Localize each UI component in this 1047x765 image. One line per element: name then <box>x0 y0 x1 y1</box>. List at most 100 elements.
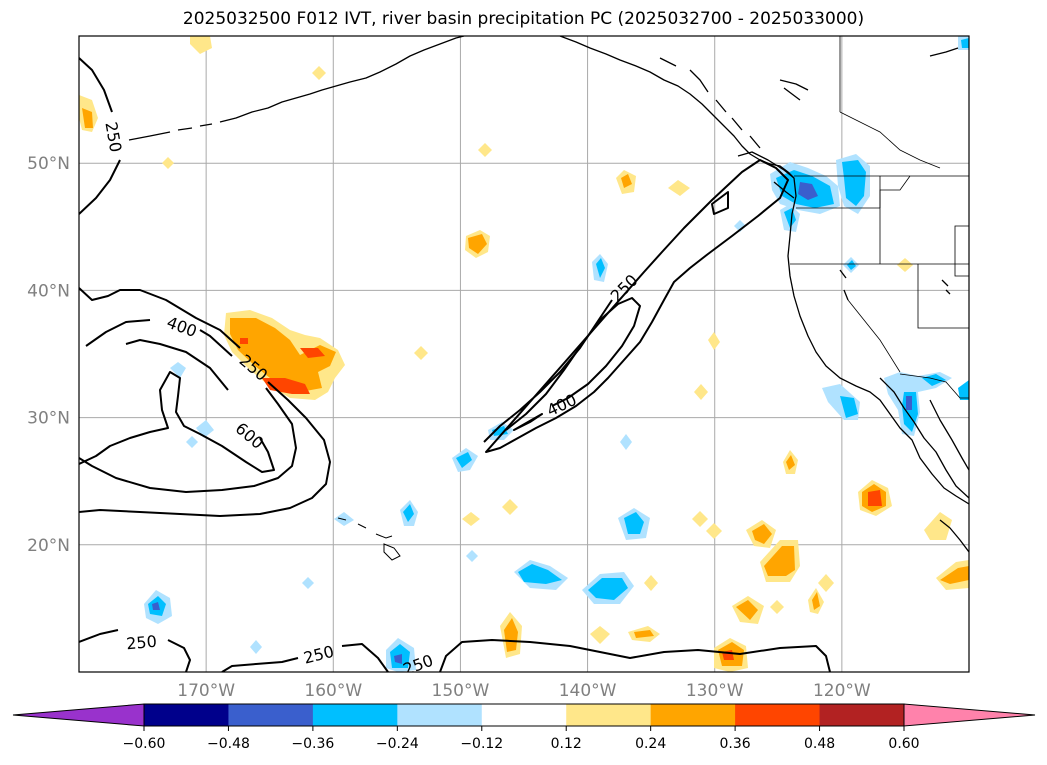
precip-blob <box>300 348 325 358</box>
precip-blob <box>596 258 605 278</box>
colorbar-tick-label: 0.12 <box>551 736 582 752</box>
precip-blob <box>312 66 326 80</box>
colorbar-tick-label: −0.36 <box>291 736 334 752</box>
latitude-labels: 20°N 30°N 40°N 50°N <box>27 154 70 556</box>
ivt-contour-400-west <box>79 319 297 493</box>
precip-blob <box>786 455 795 470</box>
precip-blob <box>706 523 722 539</box>
precip-blob <box>694 384 708 400</box>
lon-tick-label: 160°W <box>304 681 362 701</box>
ivt-contour-250-nw <box>79 57 121 215</box>
precip-blob <box>502 499 518 515</box>
precip-blob <box>784 208 796 228</box>
colorbar-swatch <box>312 704 398 726</box>
ivt-contour-400-ar <box>505 297 641 431</box>
precip-blob <box>462 512 480 526</box>
precip-blob <box>734 220 746 232</box>
precip-blob <box>812 592 820 610</box>
precip-blob <box>466 550 478 562</box>
precip-blob <box>590 626 610 644</box>
precip-blob <box>708 332 720 350</box>
precip-blob <box>518 564 562 584</box>
colorbar: −0.60 −0.48 −0.36 −0.24 −0.12 0.12 0.24 0.36 0.4… <box>12 703 1036 752</box>
precip-blob <box>456 452 472 468</box>
precip-blob <box>262 378 310 394</box>
colorbar-tick-label: −0.48 <box>207 736 250 752</box>
precip-blob <box>764 546 795 576</box>
ivt-contour-250-sw <box>79 629 191 672</box>
precip-blob <box>394 654 402 664</box>
precip-blob <box>961 38 969 48</box>
precip-blob <box>958 380 969 400</box>
precip-blob <box>588 578 628 600</box>
colorbar-tick-label: 0.60 <box>888 736 919 752</box>
precip-blob <box>230 318 336 392</box>
precip-blob <box>692 511 708 527</box>
precip-blob <box>468 234 487 254</box>
precip-blob <box>897 258 913 272</box>
colorbar-tick-label: 0.24 <box>635 736 666 752</box>
precip-blob <box>818 574 834 592</box>
precip-blob <box>478 143 492 157</box>
precip-blob <box>620 434 632 450</box>
precip-blob <box>752 524 772 544</box>
precip-blob <box>868 490 882 506</box>
precip-blob <box>924 512 952 540</box>
precip-blob <box>840 396 858 418</box>
precip-blob <box>644 575 658 591</box>
precip-blob <box>162 157 174 169</box>
precip-positive-areas <box>79 36 969 672</box>
lat-tick-label: 40°N <box>27 281 70 301</box>
lat-tick-label: 20°N <box>27 536 70 556</box>
precip-blob <box>82 108 93 128</box>
precip-blob <box>190 36 212 54</box>
precip-blob <box>842 160 866 206</box>
precip-blob <box>906 396 912 410</box>
colorbar-tick-label: −0.60 <box>123 736 166 752</box>
colorbar-tick-label: −0.12 <box>460 736 503 752</box>
colorbar-tick-label: −0.24 <box>376 736 419 752</box>
lon-tick-label: 120°W <box>813 681 871 701</box>
colorbar-swatch <box>819 704 905 726</box>
precip-blob <box>621 174 632 188</box>
ivt-contour-250-west <box>79 287 331 517</box>
colorbar-tick-label: 0.48 <box>804 736 835 752</box>
colorbar-swatch <box>481 704 567 726</box>
map-frame <box>78 35 970 673</box>
precip-blob <box>403 504 414 522</box>
precip-blob <box>240 338 248 344</box>
precip-blob <box>152 602 160 610</box>
precip-blob <box>847 260 856 270</box>
lon-tick-label: 170°W <box>177 681 235 701</box>
precip-blob <box>940 566 969 584</box>
lat-tick-label: 50°N <box>27 154 70 174</box>
colorbar-swatch <box>735 704 821 726</box>
colorbar-swatch <box>144 704 229 726</box>
precip-blob <box>668 180 690 196</box>
colorbar-frame <box>143 703 905 727</box>
colorbar-extend-below <box>12 703 145 727</box>
precip-blob <box>770 600 784 614</box>
colorbar-swatch <box>650 704 736 726</box>
precip-blob <box>414 346 428 360</box>
precip-blob <box>736 600 758 620</box>
precip-blob <box>798 182 818 200</box>
precip-blob <box>186 436 198 448</box>
political-borders <box>790 36 969 399</box>
ivt-contour-250-s <box>221 639 831 672</box>
longitude-labels: 170°W 160°W 150°W 140°W 130°W 120°W <box>177 681 871 701</box>
precip-blob <box>170 362 186 378</box>
precip-blob <box>634 630 654 638</box>
precip-blob <box>922 374 946 386</box>
ivt-contour-small <box>711 191 729 215</box>
lon-tick-label: 150°W <box>432 681 490 701</box>
precip-blob <box>504 618 518 652</box>
precip-blob <box>250 640 262 654</box>
contour-label: 250 <box>125 632 157 654</box>
precip-blob <box>302 577 314 589</box>
hawaii-islands <box>337 517 401 561</box>
colorbar-swatch <box>566 704 652 726</box>
colorbar-extend-above <box>903 703 1036 727</box>
lon-tick-label: 130°W <box>686 681 744 701</box>
